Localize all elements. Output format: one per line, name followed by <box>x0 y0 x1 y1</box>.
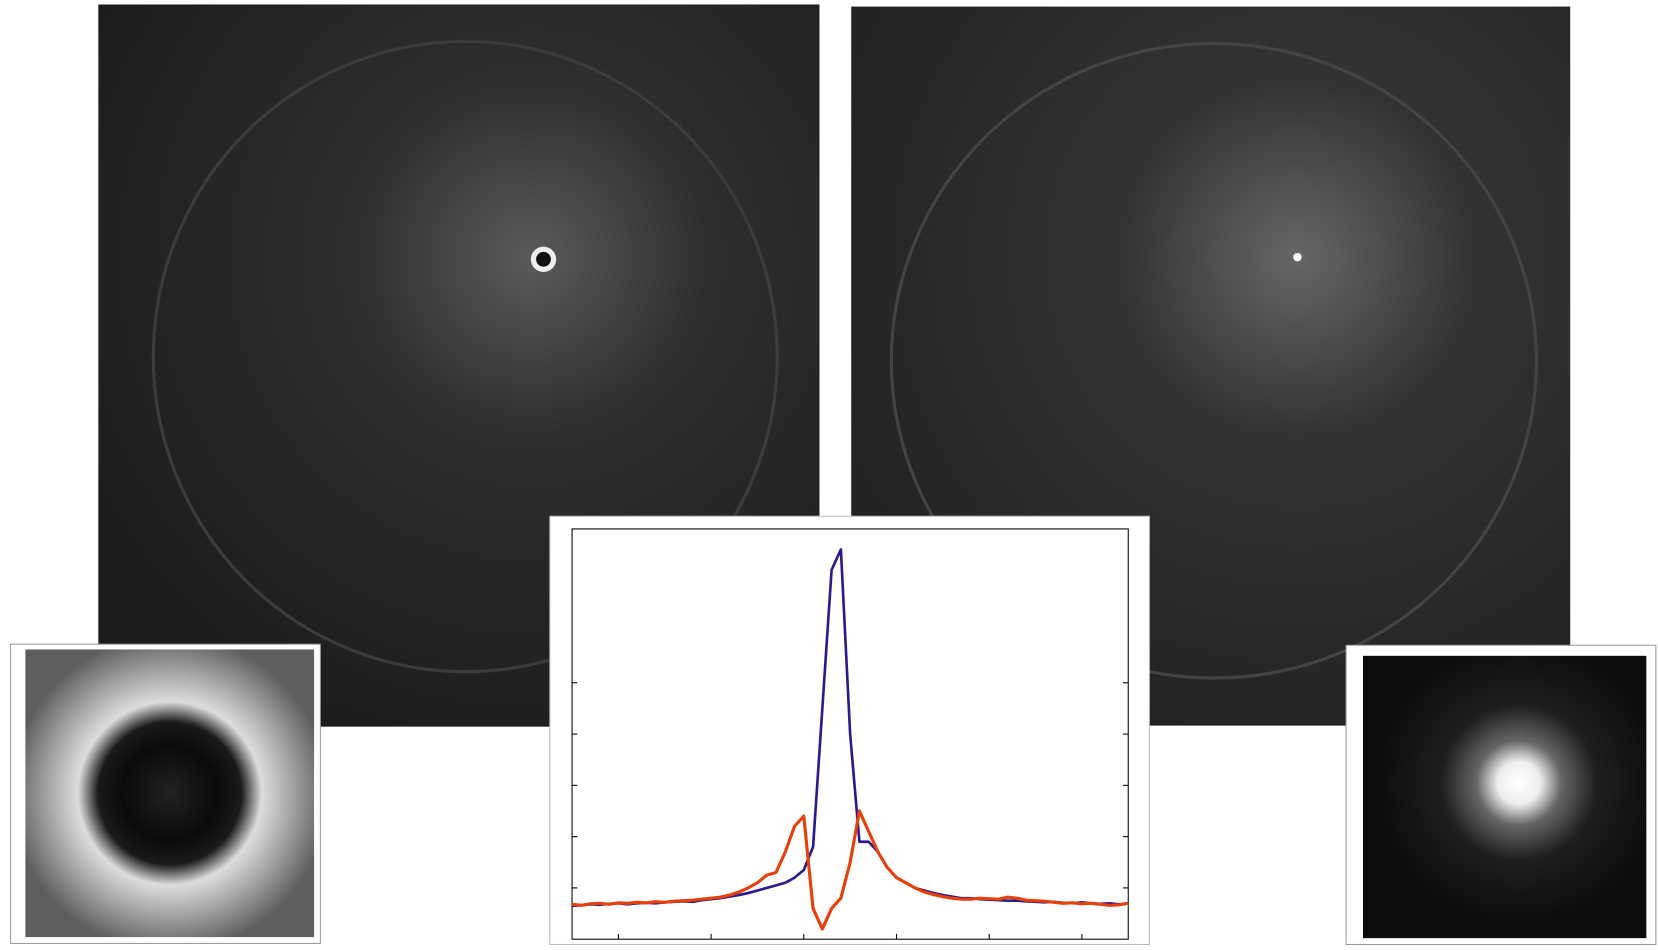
right-inset <box>1345 644 1657 946</box>
data-line <box>571 809 1129 931</box>
left-inset <box>10 643 321 944</box>
line-chart <box>571 548 1129 940</box>
